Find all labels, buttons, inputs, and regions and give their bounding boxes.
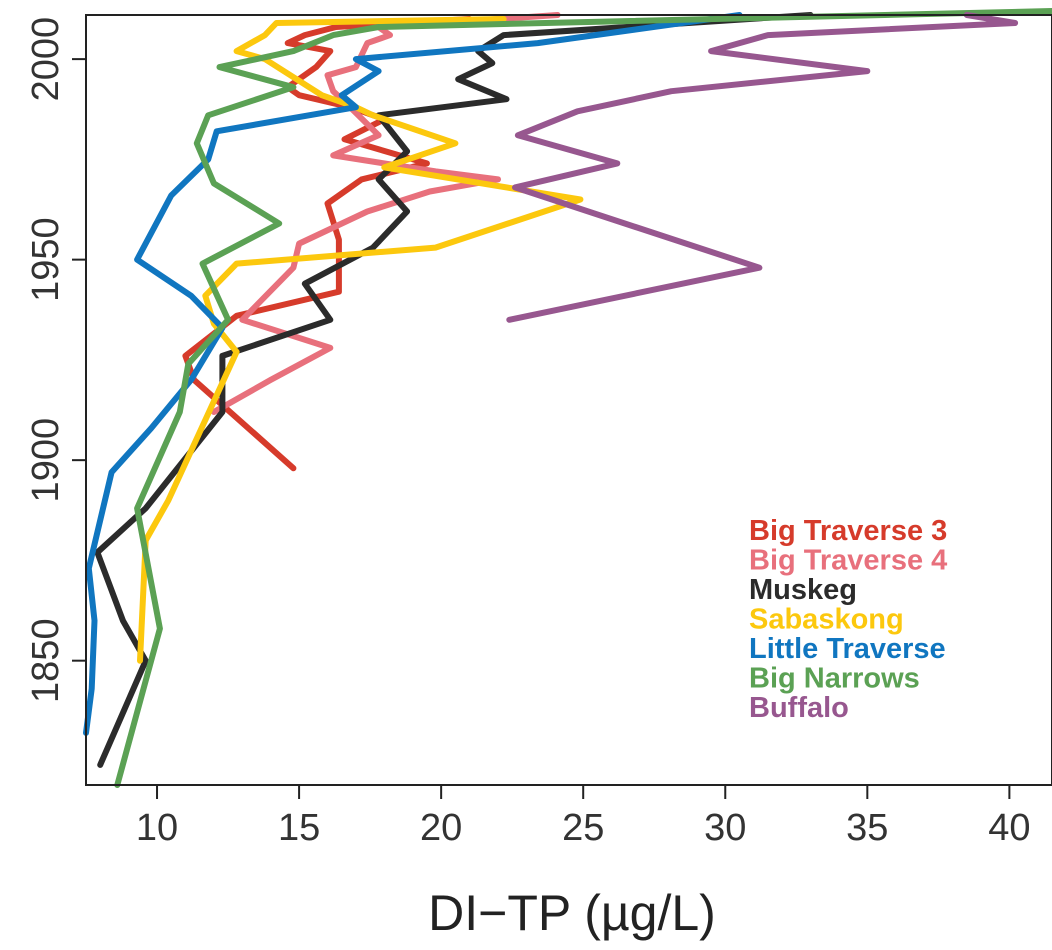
x-axis-title: DI−TP (µg/L) (428, 885, 716, 941)
plot-frame (85, 14, 1052, 786)
x-axis: 10 15 20 25 30 35 40 (136, 785, 1031, 849)
series-line-4 (83, 12, 743, 736)
series-line-3 (137, 16, 584, 664)
series-line-6 (506, 12, 1019, 323)
y-tick-label-3: 2000 (25, 17, 67, 102)
legend-entry-6: Buffalo (749, 692, 849, 724)
y-tick-label-1: 1900 (25, 418, 67, 503)
x-tick-label-4: 30 (704, 807, 746, 849)
x-tick-label-2: 20 (420, 807, 462, 849)
x-tick-label-1: 15 (278, 807, 320, 849)
series-layer (83, 8, 1052, 788)
y-tick-label-2: 1950 (25, 217, 67, 302)
legend-entry-5: Big Narrows (749, 663, 920, 695)
legend-entry-4: Little Traverse (749, 633, 946, 665)
legend-entry-0: Big Traverse 3 (749, 515, 947, 547)
legend-entry-2: Muskeg (749, 574, 857, 606)
legend-entry-3: Sabaskong (749, 604, 904, 636)
x-tick-label-6: 40 (988, 807, 1030, 849)
y-axis: 1850 1900 1950 2000 (25, 17, 86, 703)
series-line-5 (114, 8, 1052, 788)
x-tick-label-0: 10 (136, 807, 178, 849)
series-line-1 (210, 12, 561, 415)
x-tick-label-5: 35 (846, 807, 888, 849)
legend-entry-1: Big Traverse 4 (749, 545, 947, 577)
y-tick-label-0: 1850 (25, 618, 67, 703)
series-line-2 (94, 12, 814, 768)
x-tick-label-3: 25 (562, 807, 604, 849)
